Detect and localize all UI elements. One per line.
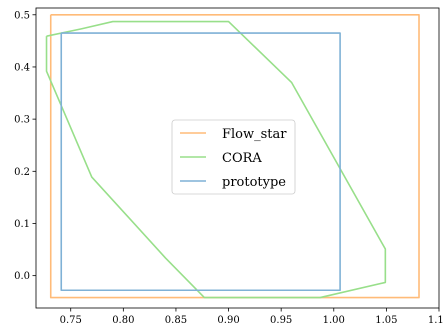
legend-box: [171, 119, 296, 195]
y-tick-label: 0.4: [14, 62, 30, 73]
x-tick-label: 0.95: [270, 315, 292, 326]
y-tick-label: 0.0: [14, 271, 30, 282]
legend-label: CORA: [222, 151, 262, 166]
series-line-cora: [45, 20, 387, 299]
ticks-layer: 0.75 0.80 0.85 0.90 0.95 1.00 1.05 1.10 0.0 0.1 0.…: [14, 10, 444, 326]
x-tick-label: 0.80: [112, 315, 134, 326]
plot-frame: [35, 7, 440, 309]
legend-label: prototype: [222, 175, 286, 190]
series-layer: [45, 13, 420, 299]
series-line-flow-star: [49, 13, 420, 299]
y-tick-label: 0.1: [14, 219, 30, 230]
x-tick-label: 1.05: [375, 315, 397, 326]
x-tick-label: 1.10: [428, 315, 444, 326]
legend-label: Flow_star: [222, 127, 287, 142]
x-tick-label: 0.85: [165, 315, 187, 326]
x-tick-label: 1.00: [323, 315, 345, 326]
y-tick-label: 0.2: [14, 167, 30, 178]
y-tick-label: 0.3: [14, 115, 30, 126]
x-tick-label: 0.75: [60, 315, 82, 326]
legend: Flow_star CORA prototype: [171, 119, 296, 195]
y-tick-label: 0.5: [14, 10, 30, 21]
series-line-prototype: [60, 32, 341, 292]
x-tick-label: 0.90: [217, 315, 239, 326]
